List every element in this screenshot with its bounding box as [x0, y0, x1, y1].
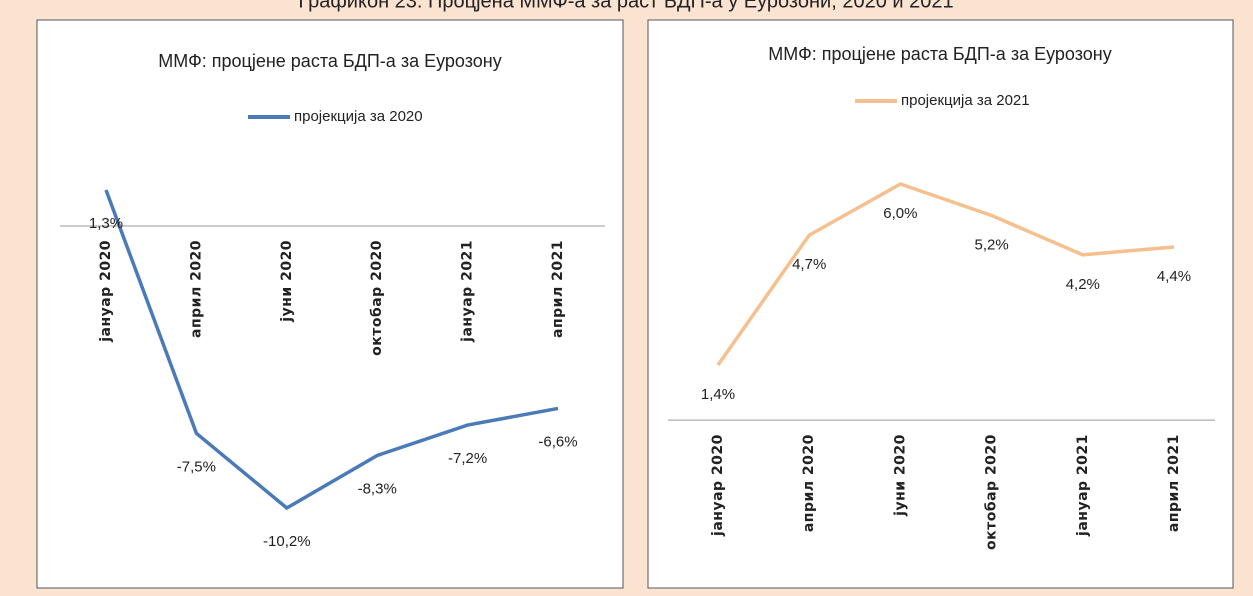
x-tick-label: јуни 2020 [892, 434, 908, 517]
x-tick-label: април 2020 [188, 240, 204, 338]
x-tick-label: април 2021 [1166, 434, 1182, 532]
data-label: -6,6% [538, 433, 577, 450]
x-tick-label: јануар 2020 [98, 240, 114, 343]
chart-title: ММФ: процјене раста БДП-а за Еурозону [768, 44, 1111, 64]
data-label: 6,0% [883, 205, 917, 222]
x-tick-label: јуни 2020 [279, 240, 295, 323]
data-label: -7,2% [448, 450, 487, 467]
caption: Графикон 23: Процјена ММФ-а за раст БДП-… [298, 0, 953, 12]
chart-frame [647, 19, 1234, 589]
data-label: -10,2% [263, 533, 311, 550]
data-label: -8,3% [358, 480, 397, 497]
x-tick-label: октобар 2020 [984, 434, 1000, 550]
x-tick-label: јануар 2021 [460, 240, 476, 343]
x-tick-label: април 2021 [550, 240, 566, 338]
series-line [104, 189, 559, 511]
x-tick-label: април 2020 [801, 434, 817, 532]
data-label: 1,4% [701, 386, 735, 403]
legend-label: пројекција за 2021 [901, 92, 1030, 109]
x-tick-label: октобар 2020 [369, 240, 385, 356]
legend-label: пројекција за 2020 [294, 108, 423, 125]
data-label: 5,2% [974, 236, 1008, 253]
data-label: 4,2% [1066, 276, 1100, 293]
chart-title: ММФ: процјене раста БДП-а за Еурозону [158, 51, 501, 71]
x-tick-label: јануар 2020 [710, 434, 726, 537]
data-label: 1,3% [89, 215, 123, 232]
x-tick-label: јануар 2021 [1075, 434, 1091, 537]
data-label: 4,7% [792, 256, 826, 273]
data-label: -7,5% [177, 458, 216, 475]
chart-frame [36, 19, 624, 589]
data-label: 4,4% [1157, 268, 1191, 285]
series-line [716, 182, 1175, 367]
